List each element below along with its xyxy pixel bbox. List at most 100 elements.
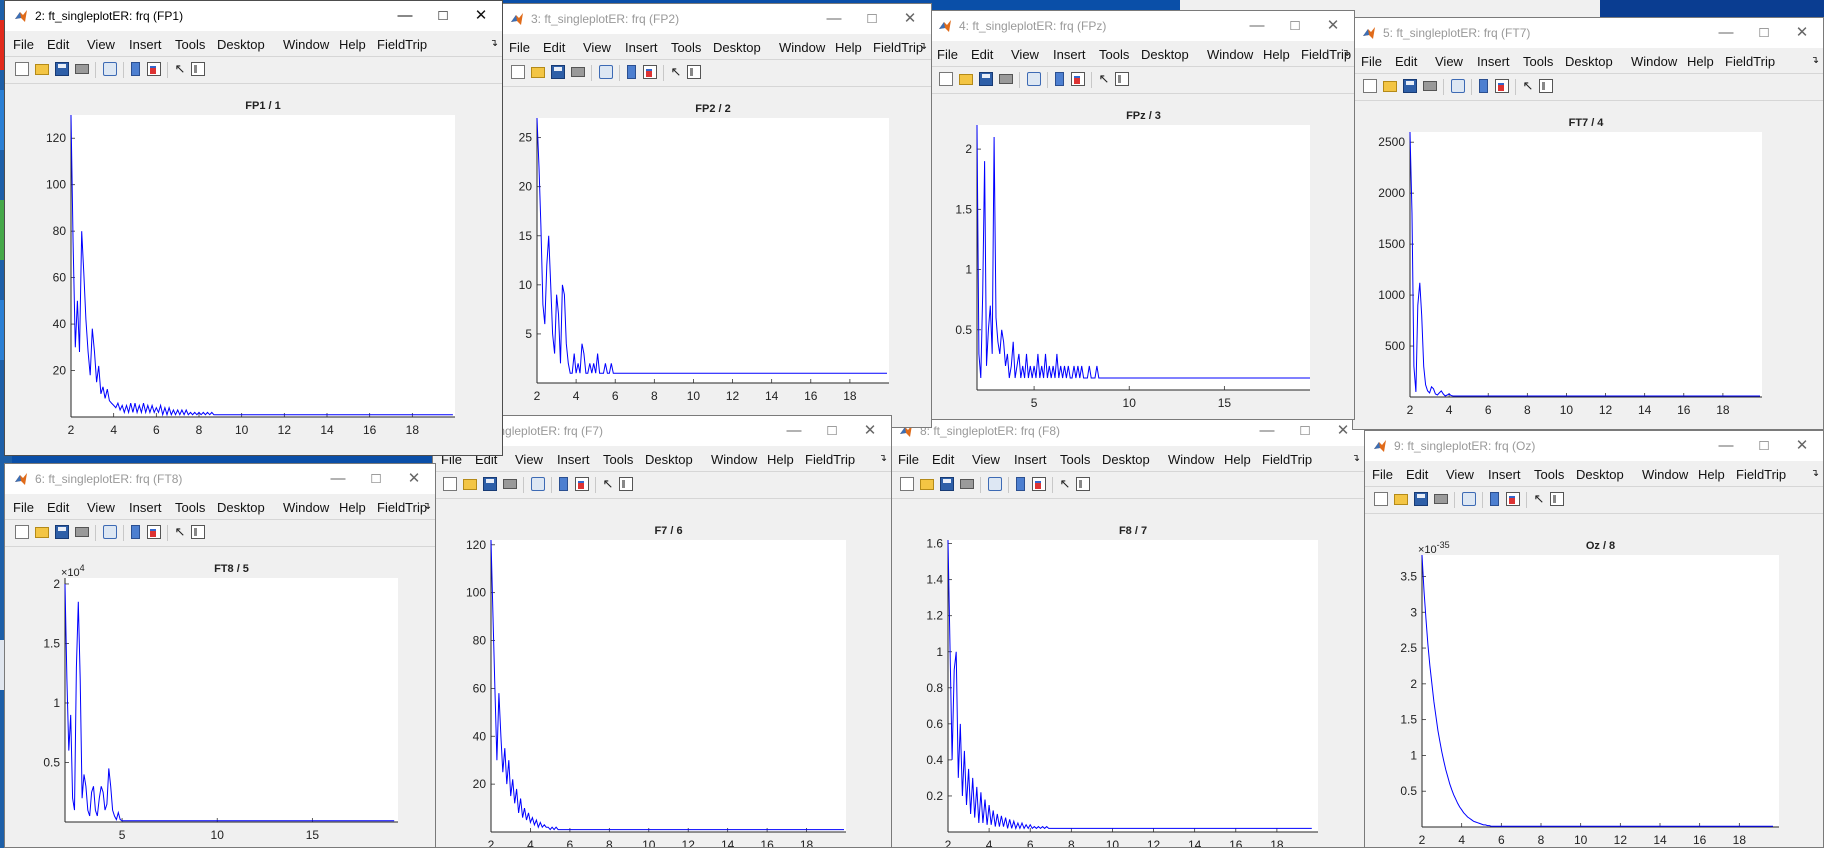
close-button[interactable]: ✕ [1795, 24, 1809, 41]
insert-legend-icon[interactable] [147, 62, 161, 76]
figure-window-f8[interactable]: 8: ft_singleplotER: frq (F8) — □ ✕ File Edit V… [889, 415, 1365, 848]
axes-background[interactable] [491, 540, 846, 832]
axes-background[interactable] [65, 578, 398, 822]
edit-plot-icon[interactable]: ↖ [670, 64, 682, 79]
menu-fieldtrip[interactable]: FieldTrip [1725, 54, 1776, 69]
spectrum-trace[interactable] [976, 124, 1310, 379]
menu-desktop[interactable]: Desktop [1565, 54, 1613, 69]
menu-fieldtrip[interactable]: FieldTrip [377, 500, 428, 515]
plot-canvas[interactable]: FPz / 3 0.5 1 1.5 2 5 10 15 [929, 95, 1355, 420]
menu-view[interactable]: View [1011, 47, 1039, 62]
open-file-icon[interactable] [35, 527, 49, 538]
insert-colorbar-icon[interactable] [1055, 72, 1064, 86]
menu-view[interactable]: View [87, 37, 115, 52]
menu-insert[interactable]: Insert [129, 500, 162, 515]
save-icon[interactable] [1414, 492, 1428, 506]
menu-window[interactable]: Window [779, 40, 826, 55]
menu-overflow-icon[interactable]: ↴ [1810, 468, 1819, 479]
close-button[interactable]: ✕ [1326, 17, 1340, 34]
link-plot-icon[interactable] [531, 477, 545, 491]
menu-window[interactable]: Window [283, 500, 330, 515]
figure-window-ft8[interactable]: 6: ft_singleplotER: frq (FT8) — □ ✕ File Edit… [4, 463, 436, 848]
menu-help[interactable]: Help [339, 37, 366, 52]
link-plot-icon[interactable] [988, 477, 1002, 491]
menu-view[interactable]: View [1435, 54, 1463, 69]
menu-edit[interactable]: Edit [932, 452, 955, 467]
menu-overflow-icon[interactable]: ↴ [489, 38, 498, 49]
open-file-icon[interactable] [1394, 494, 1408, 505]
print-icon[interactable] [75, 64, 89, 74]
menu-edit[interactable]: Edit [47, 37, 70, 52]
window-titlebar[interactable]: 6: ft_singleplotER: frq (FT8) — □ ✕ [5, 464, 435, 494]
menu-help[interactable]: Help [1698, 467, 1725, 482]
menu-window[interactable]: Window [711, 452, 758, 467]
insert-colorbar-icon[interactable] [131, 525, 140, 539]
menu-insert[interactable]: Insert [625, 40, 658, 55]
menu-tools[interactable]: Tools [1099, 47, 1130, 62]
minimize-button[interactable]: — [1259, 422, 1275, 439]
figure-window-fpz[interactable]: 4: ft_singleplotER: frq (FPz) — □ ✕ File Edit… [928, 10, 1355, 420]
save-icon[interactable] [551, 65, 565, 79]
close-button[interactable]: ✕ [903, 10, 917, 27]
window-titlebar[interactable]: 8: ft_singleplotER: frq (F8) — □ ✕ [890, 416, 1364, 446]
insert-legend-icon[interactable] [147, 525, 161, 539]
link-plot-icon[interactable] [1451, 79, 1465, 93]
menu-overflow-icon[interactable]: ↴ [1810, 55, 1819, 66]
menu-help[interactable]: Help [339, 500, 366, 515]
property-inspector-icon[interactable] [191, 62, 205, 76]
new-figure-icon[interactable] [1363, 79, 1377, 93]
menu-file[interactable]: File [1361, 54, 1382, 69]
maximize-button[interactable]: □ [827, 422, 837, 439]
insert-colorbar-icon[interactable] [627, 65, 636, 79]
axes-background[interactable] [537, 118, 889, 383]
window-titlebar[interactable]: 4: ft_singleplotER: frq (FPz) — □ ✕ [929, 11, 1354, 41]
menu-insert[interactable]: Insert [1488, 467, 1521, 482]
axes-background[interactable] [71, 115, 455, 417]
menu-edit[interactable]: Edit [47, 500, 70, 515]
menu-desktop[interactable]: Desktop [645, 452, 693, 467]
menu-edit[interactable]: Edit [1395, 54, 1418, 69]
window-titlebar[interactable]: 2: ft_singleplotER: frq (FP1) — □ ✕ [5, 1, 502, 31]
spectrum-trace[interactable] [536, 117, 887, 374]
menu-overflow-icon[interactable]: ↴ [878, 453, 887, 464]
menu-desktop[interactable]: Desktop [713, 40, 761, 55]
minimize-button[interactable]: — [397, 7, 413, 24]
menu-help[interactable]: Help [1224, 452, 1251, 467]
link-plot-icon[interactable] [1027, 72, 1041, 86]
property-inspector-icon[interactable] [1115, 72, 1129, 86]
menu-fieldtrip[interactable]: FieldTrip [873, 40, 924, 55]
minimize-button[interactable]: — [786, 422, 802, 439]
new-figure-icon[interactable] [511, 65, 525, 79]
menu-overflow-icon[interactable]: ↴ [1351, 453, 1360, 464]
menu-view[interactable]: View [515, 452, 543, 467]
minimize-button[interactable]: — [1718, 437, 1734, 454]
close-button[interactable]: ✕ [474, 7, 488, 24]
edit-plot-icon[interactable]: ↖ [1059, 476, 1071, 491]
edit-plot-icon[interactable]: ↖ [1098, 71, 1110, 86]
close-button[interactable]: ✕ [407, 470, 421, 487]
menu-edit[interactable]: Edit [543, 40, 566, 55]
plot-canvas[interactable]: F7 / 6 20 40 60 80 100 120 2 4 6 8 10 12 14 16 18 [433, 500, 892, 848]
menu-desktop[interactable]: Desktop [1576, 467, 1624, 482]
figure-window-ft7[interactable]: 5: ft_singleplotER: frq (FT7) — □ ✕ File Edit… [1352, 17, 1824, 430]
maximize-button[interactable]: □ [1290, 17, 1300, 34]
menu-overflow-icon[interactable]: ↴ [422, 501, 431, 512]
minimize-button[interactable]: — [826, 10, 842, 27]
spectrum-trace[interactable] [64, 583, 395, 822]
menu-view[interactable]: View [1446, 467, 1474, 482]
property-inspector-icon[interactable] [191, 525, 205, 539]
menu-desktop[interactable]: Desktop [1141, 47, 1189, 62]
insert-colorbar-icon[interactable] [131, 62, 140, 76]
figure-window-f7[interactable]: 7: ft_singleplotER: frq (F7) — □ ✕ File Edit V… [432, 415, 892, 848]
menu-file[interactable]: File [898, 452, 919, 467]
print-icon[interactable] [571, 67, 585, 77]
close-button[interactable]: ✕ [1336, 422, 1350, 439]
menu-desktop[interactable]: Desktop [217, 500, 265, 515]
new-figure-icon[interactable] [939, 72, 953, 86]
close-button[interactable]: ✕ [863, 422, 877, 439]
spectrum-trace[interactable] [1409, 131, 1760, 397]
menu-insert[interactable]: Insert [1014, 452, 1047, 467]
new-figure-icon[interactable] [1374, 492, 1388, 506]
print-icon[interactable] [999, 74, 1013, 84]
open-file-icon[interactable] [920, 479, 934, 490]
